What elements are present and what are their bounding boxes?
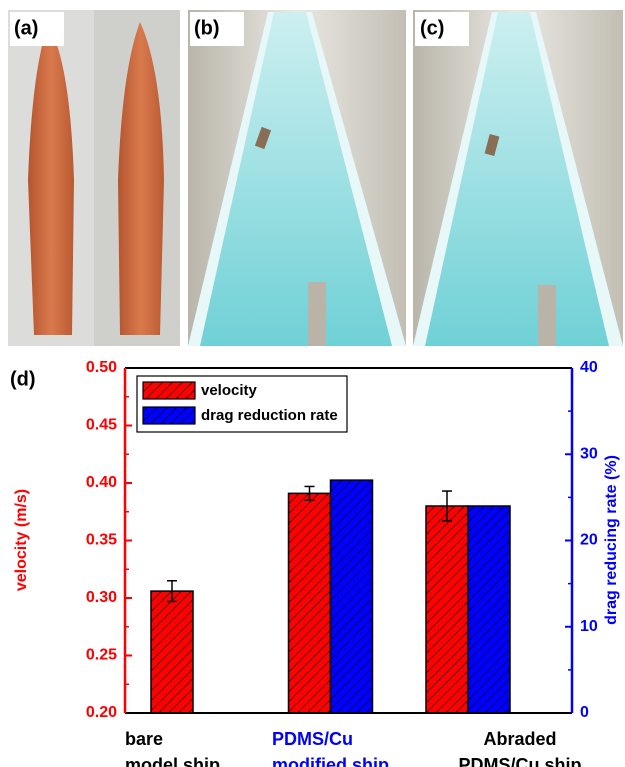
photo-b (188, 10, 406, 346)
panel-label: (d) (10, 368, 36, 390)
y-axis-title: velocity (m/s) (13, 489, 30, 591)
y2-tick-label: 0 (580, 704, 589, 721)
legend-swatch (143, 382, 195, 399)
x-tick-label: Abraded (483, 729, 556, 749)
y-tick-label: 0.30 (86, 589, 117, 606)
panel-label: (b) (194, 17, 220, 39)
bar (151, 591, 193, 713)
y-tick-label: 0.35 (86, 532, 117, 549)
y-tick-label: 0.45 (86, 417, 117, 434)
panel-label: (a) (14, 17, 38, 39)
x-tick-label: PDMS/Cu (272, 729, 353, 749)
y-tick-label: 0.40 (86, 474, 117, 491)
y-tick-label: 0.50 (86, 359, 117, 376)
x-tick-label: model ship (125, 755, 220, 767)
legend-swatch (143, 407, 195, 424)
x-tick-label: modified ship (272, 755, 389, 767)
legend-label: drag reduction rate (201, 407, 338, 424)
bar (426, 506, 468, 713)
x-tick-label: PDMS/Cu ship (458, 755, 581, 767)
bar (468, 506, 510, 713)
photo-c (413, 10, 623, 346)
photo-a (8, 10, 180, 346)
bar (289, 493, 331, 713)
y-tick-label: 0.25 (86, 647, 117, 664)
y2-tick-label: 20 (580, 532, 598, 549)
panel-label: (c) (420, 17, 444, 39)
page: {"panels": ["(a)", "(b)", "(c)"], "chart… (0, 0, 625, 767)
figure: (a) (b) (c) (d) velocity (m/s) drag redu… (0, 0, 625, 767)
legend-label: velocity (201, 382, 258, 399)
bar (331, 480, 373, 713)
y-tick-label: 0.20 (86, 704, 117, 721)
y2-tick-label: 40 (580, 359, 598, 376)
y2-tick-label: 10 (580, 618, 598, 635)
x-tick-label: bare (125, 729, 163, 749)
y2-axis-title: drag reducing rate (%) (603, 455, 620, 625)
y2-tick-label: 30 (580, 445, 598, 462)
